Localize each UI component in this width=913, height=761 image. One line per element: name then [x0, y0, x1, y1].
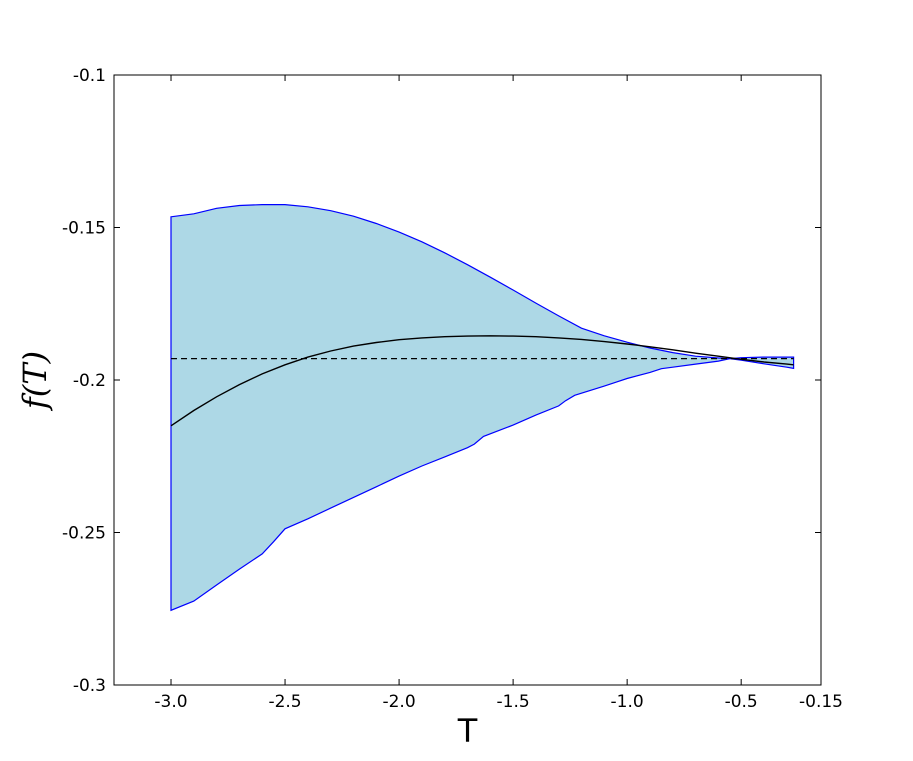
confidence-band [170, 204, 795, 612]
x-tick-label: -1.5 [497, 692, 530, 712]
y-axis-label: f(T) [16, 351, 54, 411]
y-tick-label: -0.15 [62, 219, 106, 239]
y-tick-label: -0.25 [62, 524, 106, 544]
y-tick-label: -0.1 [73, 66, 106, 86]
y-tick-label: -0.2 [73, 371, 106, 391]
x-axis-label: T [457, 712, 478, 750]
mean-line [170, 335, 794, 427]
x-tick-label: -1.0 [611, 692, 644, 712]
x-tick-label: -3.0 [154, 692, 187, 712]
x-tick-label: -2.0 [382, 692, 415, 712]
y-tick-label: -0.3 [73, 676, 106, 696]
x-tick-label: -2.5 [268, 692, 301, 712]
x-tick-label: -0.5 [725, 692, 758, 712]
x-tick-label: -0.15 [799, 692, 843, 712]
